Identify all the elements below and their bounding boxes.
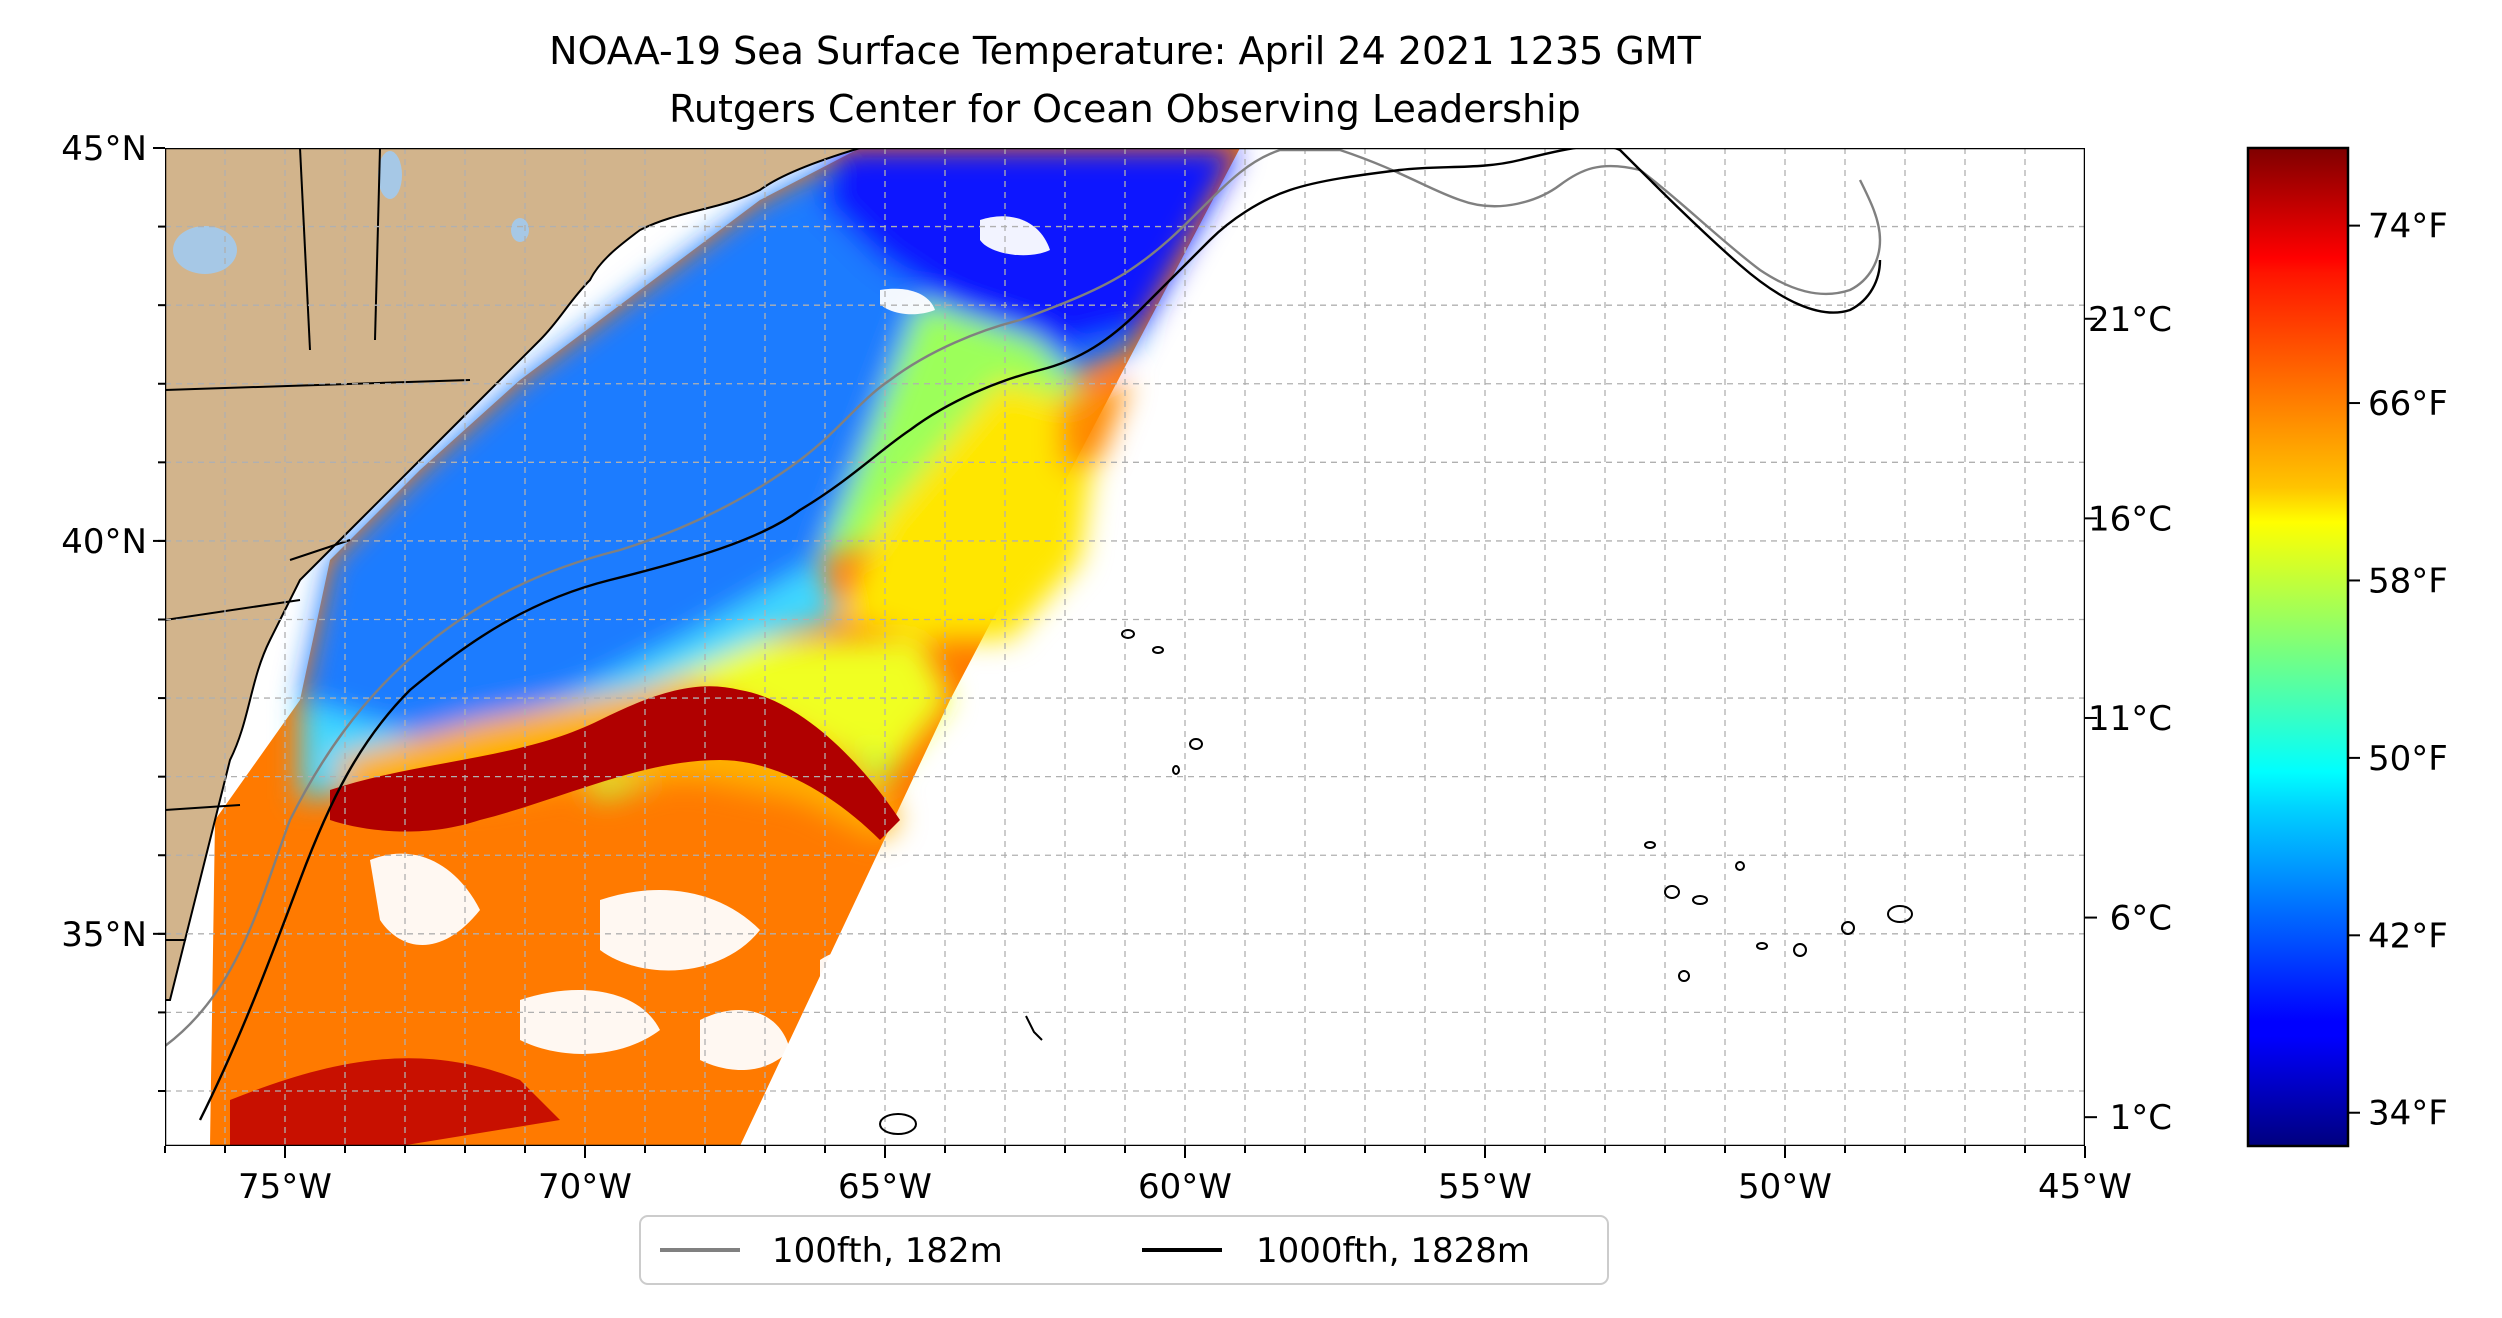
longitude-axis: 75°W 70°W 65°W 60°W 55°W 50°W 45°W xyxy=(164,1146,2132,1207)
lon-tick-label: 55°W xyxy=(1438,1167,1532,1207)
lat-tick-label: 35°N xyxy=(61,915,147,955)
lon-tick-label: 70°W xyxy=(538,1167,632,1207)
map-panel xyxy=(165,148,2085,1146)
lon-tick-label: 75°W xyxy=(238,1167,332,1207)
colorbar-gradient xyxy=(2246,146,2350,1148)
lon-tick-label: 50°W xyxy=(1738,1167,1832,1207)
isobath-1000fth xyxy=(198,148,1882,1121)
legend-label-100fth: 100fth, 182m xyxy=(772,1231,1003,1271)
colorbar-c-label: 16°C xyxy=(2088,499,2172,539)
lon-tick-label: 65°W xyxy=(838,1167,932,1207)
graticule xyxy=(165,148,2085,1146)
colorbar-c-label: 21°C xyxy=(2088,300,2172,340)
colorbar-f-label: 50°F xyxy=(2368,739,2448,779)
lat-tick-label: 45°N xyxy=(61,129,147,169)
state-borders xyxy=(165,148,471,811)
isobath-100fth xyxy=(165,148,1882,1047)
lon-tick-label: 60°W xyxy=(1138,1167,1232,1207)
lat-tick-label: 40°N xyxy=(61,522,147,562)
colorbar-c-label: 6°C xyxy=(2110,899,2172,939)
colorbar-f-label: 74°F xyxy=(2368,207,2448,247)
colorbar-f-label: 66°F xyxy=(2368,384,2448,424)
latitude-axis: 35°N 40°N 45°N xyxy=(61,129,165,1092)
colorbar-f-label: 42°F xyxy=(2368,916,2448,956)
legend-label-1000fth: 1000fth, 1828m xyxy=(1256,1231,1530,1271)
colorbar-c-label: 11°C xyxy=(2088,699,2172,739)
colorbar-c-label: 1°C xyxy=(2110,1098,2172,1138)
legend: 100fth, 182m 1000fth, 1828m xyxy=(639,1215,1609,1285)
title-line-1: NOAA-19 Sea Surface Temperature: April 2… xyxy=(549,29,1701,73)
colorbar-f-label: 58°F xyxy=(2368,561,2448,601)
lon-tick-label: 45°W xyxy=(2038,1167,2132,1207)
colorbar: 34°F 42°F 50°F 58°F 66°F 74°F 1°C 6°C 11°C 16°C 21… xyxy=(2085,146,2448,1148)
title-line-2: Rutgers Center for Ocean Observing Leade… xyxy=(669,87,1581,131)
colorbar-f-label: 34°F xyxy=(2368,1094,2448,1134)
land xyxy=(165,148,861,1001)
seamounts xyxy=(879,629,1913,1135)
